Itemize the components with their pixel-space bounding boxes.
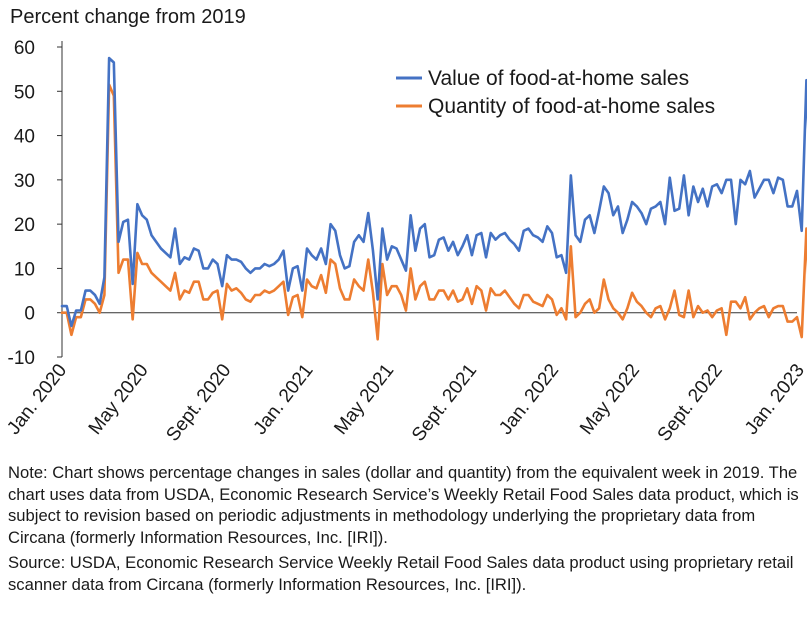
chart-notes: Note: Chart shows percentage changes in … [8, 462, 800, 599]
y-tick-label: 20 [14, 215, 35, 236]
line-chart: Percent change from 2019 -10 0 10 20 30 40 50 6… [3, 6, 807, 446]
series-layer [60, 56, 807, 341]
legend-label: Value of food-at-home sales [428, 67, 689, 90]
y-axis-title: Percent change from 2019 [10, 6, 246, 28]
y-tick-label: 60 [14, 38, 35, 59]
y-axis: -10 0 10 20 30 40 50 60 [8, 38, 63, 369]
y-tick-label: 10 [14, 259, 35, 280]
x-tick-label: Sept. 2022 [654, 360, 727, 445]
x-tick-label: Jan. 2022 [495, 360, 563, 439]
x-tick-label: Jan. 2021 [250, 360, 318, 439]
series-line-value [60, 56, 807, 328]
x-axis: Jan. 2020 May 2020 Sept. 2020 Jan. 2021 May … [3, 312, 807, 446]
legend-label: Quantity of food-at-home sales [428, 95, 715, 118]
x-tick-label: Jan. 2023 [741, 360, 807, 439]
legend: Value of food-at-home sales Quantity of f… [396, 67, 715, 118]
y-tick-label: 50 [14, 82, 35, 103]
x-tick-label: Jan. 2020 [3, 360, 71, 439]
source-text: Source: USDA, Economic Research Service … [8, 553, 794, 594]
x-tick-label: Sept. 2021 [408, 360, 481, 445]
x-tick-label: May 2020 [85, 360, 153, 439]
x-tick-label: May 2022 [576, 360, 644, 439]
y-tick-label: 40 [14, 127, 35, 148]
series-line-quantity [60, 83, 807, 341]
y-tick-label: 0 [24, 304, 35, 325]
note-text: Note: Chart shows percentage changes in … [8, 463, 799, 547]
y-tick-label: -10 [8, 348, 35, 369]
y-tick-label: 30 [14, 171, 35, 192]
x-tick-label: Sept. 2020 [162, 360, 235, 445]
x-tick-label: May 2021 [330, 360, 398, 439]
